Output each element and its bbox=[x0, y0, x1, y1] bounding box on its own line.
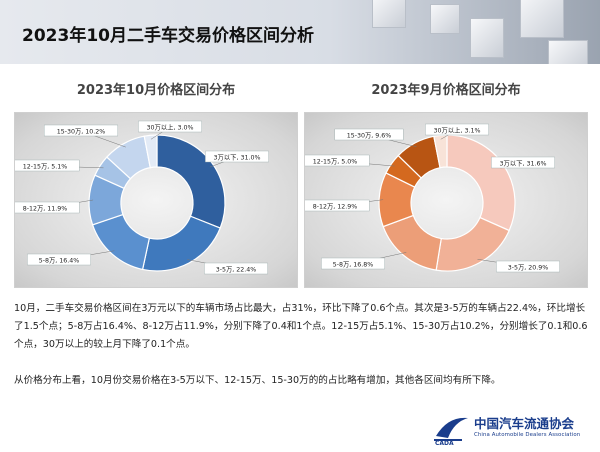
data-label: 5-8万, 16.4% bbox=[39, 256, 80, 264]
association-logo: CADA 中国汽车流通协会 China Automobile Dealers A… bbox=[432, 410, 598, 448]
decor-cube bbox=[372, 0, 406, 28]
callout-box bbox=[496, 260, 560, 273]
callout-box bbox=[15, 201, 80, 214]
data-label: 15-30万, 9.6% bbox=[347, 131, 392, 139]
page-title: 2023年10月二手车交易价格区间分析 bbox=[22, 26, 314, 46]
data-label: 5-8万, 16.8% bbox=[333, 260, 374, 268]
data-label: 30万以上, 3.1% bbox=[434, 125, 481, 134]
callout-box bbox=[425, 123, 489, 136]
donut-slice-6 bbox=[433, 134, 448, 169]
donut-slice-6 bbox=[143, 134, 158, 169]
chart-panel-sep: 3万以下, 31.6% 3-5万, 20.9% 5-8万, 16.8% 8-12万, … bbox=[304, 112, 588, 288]
data-label: 12-15万, 5.1% bbox=[23, 162, 68, 170]
data-label: 8-12万, 12.9% bbox=[313, 202, 358, 210]
data-label: 15-30万, 10.2% bbox=[57, 127, 106, 135]
donut-slice-2 bbox=[91, 213, 151, 271]
callout-box bbox=[305, 199, 370, 212]
donut-slice-0 bbox=[156, 134, 226, 229]
data-label: 12-15万, 5.0% bbox=[313, 157, 358, 165]
callout-box bbox=[491, 156, 555, 169]
analysis-paragraph-2: 从价格分布上看，10月份交易价格在3-5万以下、12-15万、15-30万的的占… bbox=[14, 375, 501, 386]
data-label: 8-12万, 11.9% bbox=[23, 204, 68, 212]
chart-title-sep: 2023年9月价格区间分布 bbox=[371, 83, 521, 98]
callout-box bbox=[44, 124, 118, 137]
chart-title-oct: 2023年10月价格区间分布 bbox=[76, 83, 236, 98]
association-name: 中国汽车流通协会 bbox=[474, 416, 575, 431]
cada-logo-icon: CADA bbox=[434, 417, 468, 447]
donut-chart-sep: 3万以下, 31.6% 3-5万, 20.9% 5-8万, 16.8% 8-12万, … bbox=[305, 123, 560, 273]
svg-text:CADA: CADA bbox=[435, 440, 454, 446]
donut-chart-oct: 3万以下, 31.0% 3-5万, 22.4% 5-8万, 16.4% 8-12万, … bbox=[15, 120, 269, 275]
decor-cube bbox=[548, 40, 588, 64]
callout-box bbox=[138, 120, 202, 133]
data-label: 3-5万, 22.4% bbox=[216, 265, 257, 273]
analysis-paragraph-1: 10月，二手车交易价格区间在3万元以下的车辆市场占比最大，占31%，环比下降了0… bbox=[14, 303, 588, 350]
callout-box bbox=[205, 150, 269, 163]
donut-slice-1 bbox=[141, 215, 222, 272]
callout-box bbox=[305, 154, 370, 167]
data-label: 3万以下, 31.0% bbox=[214, 153, 261, 161]
decor-cube bbox=[470, 18, 504, 58]
donut-slice-0 bbox=[446, 134, 516, 232]
decor-cube bbox=[430, 4, 460, 34]
data-label: 30万以上, 3.0% bbox=[147, 122, 194, 131]
callout-box bbox=[334, 128, 404, 141]
header-banner: 2023年10月二手车交易价格区间分析 bbox=[0, 0, 600, 64]
callout-box bbox=[15, 159, 80, 172]
chart-panel-oct: 3万以下, 31.0% 3-5万, 22.4% 5-8万, 16.4% 8-12万, … bbox=[14, 112, 298, 288]
callout-box bbox=[204, 262, 268, 275]
callout-box bbox=[321, 257, 385, 270]
callout-box bbox=[27, 253, 91, 266]
data-label: 3-5万, 20.9% bbox=[508, 263, 549, 271]
data-label: 3万以下, 31.6% bbox=[500, 159, 547, 167]
decor-cube bbox=[520, 0, 564, 38]
association-name-en: China Automobile Dealers Association bbox=[474, 432, 581, 438]
